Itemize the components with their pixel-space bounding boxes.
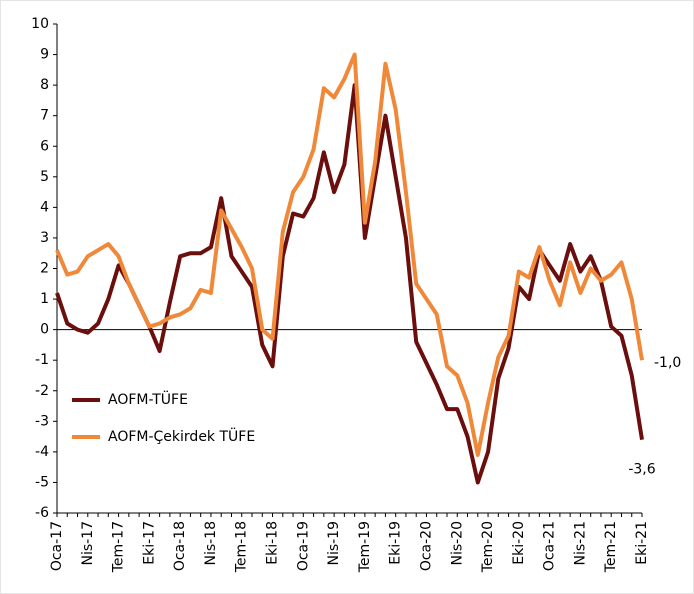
y-tick-label: 0 <box>40 322 49 338</box>
x-tick-label: Eki-17 <box>141 521 157 565</box>
legend-label: AOFM-Çekirdek TÜFE <box>108 427 255 445</box>
x-tick-label: Nis-19 <box>326 521 342 566</box>
y-tick-label: 8 <box>40 77 49 93</box>
x-tick-label: Tem-20 <box>480 521 496 573</box>
series-line <box>55 52 644 457</box>
y-tick-label: 5 <box>40 169 49 185</box>
y-tick-label: -5 <box>35 474 49 490</box>
y-tick-label: 2 <box>40 261 49 277</box>
y-tick-label: 7 <box>40 108 49 124</box>
legend-label: AOFM-TÜFE <box>108 390 188 408</box>
x-tick-label: Tem-18 <box>234 521 250 573</box>
y-tick-label: -6 <box>35 505 49 521</box>
y-tick-label: 3 <box>40 230 49 246</box>
x-tick-label: Eki-20 <box>511 521 527 565</box>
x-tick-label: Nis-21 <box>572 521 588 566</box>
x-tick-label: Eki-18 <box>265 521 281 565</box>
y-tick-label: -2 <box>35 383 49 399</box>
x-tick-label: Eki-19 <box>388 521 404 565</box>
y-tick-label: -4 <box>35 444 49 460</box>
y-tick-label: 9 <box>40 47 49 63</box>
value-label: -1,0 <box>654 355 681 371</box>
y-tick-label: 4 <box>40 199 49 215</box>
y-tick-label: -1 <box>35 352 49 368</box>
y-tick-label: -3 <box>35 413 49 429</box>
x-tick-label: Oca-19 <box>295 521 311 571</box>
x-tick-label: Nis-20 <box>449 521 465 566</box>
x-tick-label: Tem-21 <box>603 521 619 573</box>
x-tick-label: Tem-17 <box>111 521 127 573</box>
x-tick-label: Oca-21 <box>542 521 558 571</box>
value-label: -3,6 <box>628 462 655 478</box>
x-tick-label: Oca-20 <box>418 521 434 571</box>
y-tick-label: 10 <box>31 16 49 32</box>
x-tick-label: Oca-18 <box>172 521 188 571</box>
x-tick-label: Nis-17 <box>80 521 96 566</box>
x-tick-label: Oca-17 <box>49 521 65 571</box>
y-tick-label: 6 <box>40 138 49 154</box>
y-tick-label: 1 <box>40 291 49 307</box>
x-tick-label: Tem-19 <box>357 521 373 573</box>
x-tick-label: Nis-18 <box>203 521 219 566</box>
x-tick-label: Eki-21 <box>634 521 650 565</box>
